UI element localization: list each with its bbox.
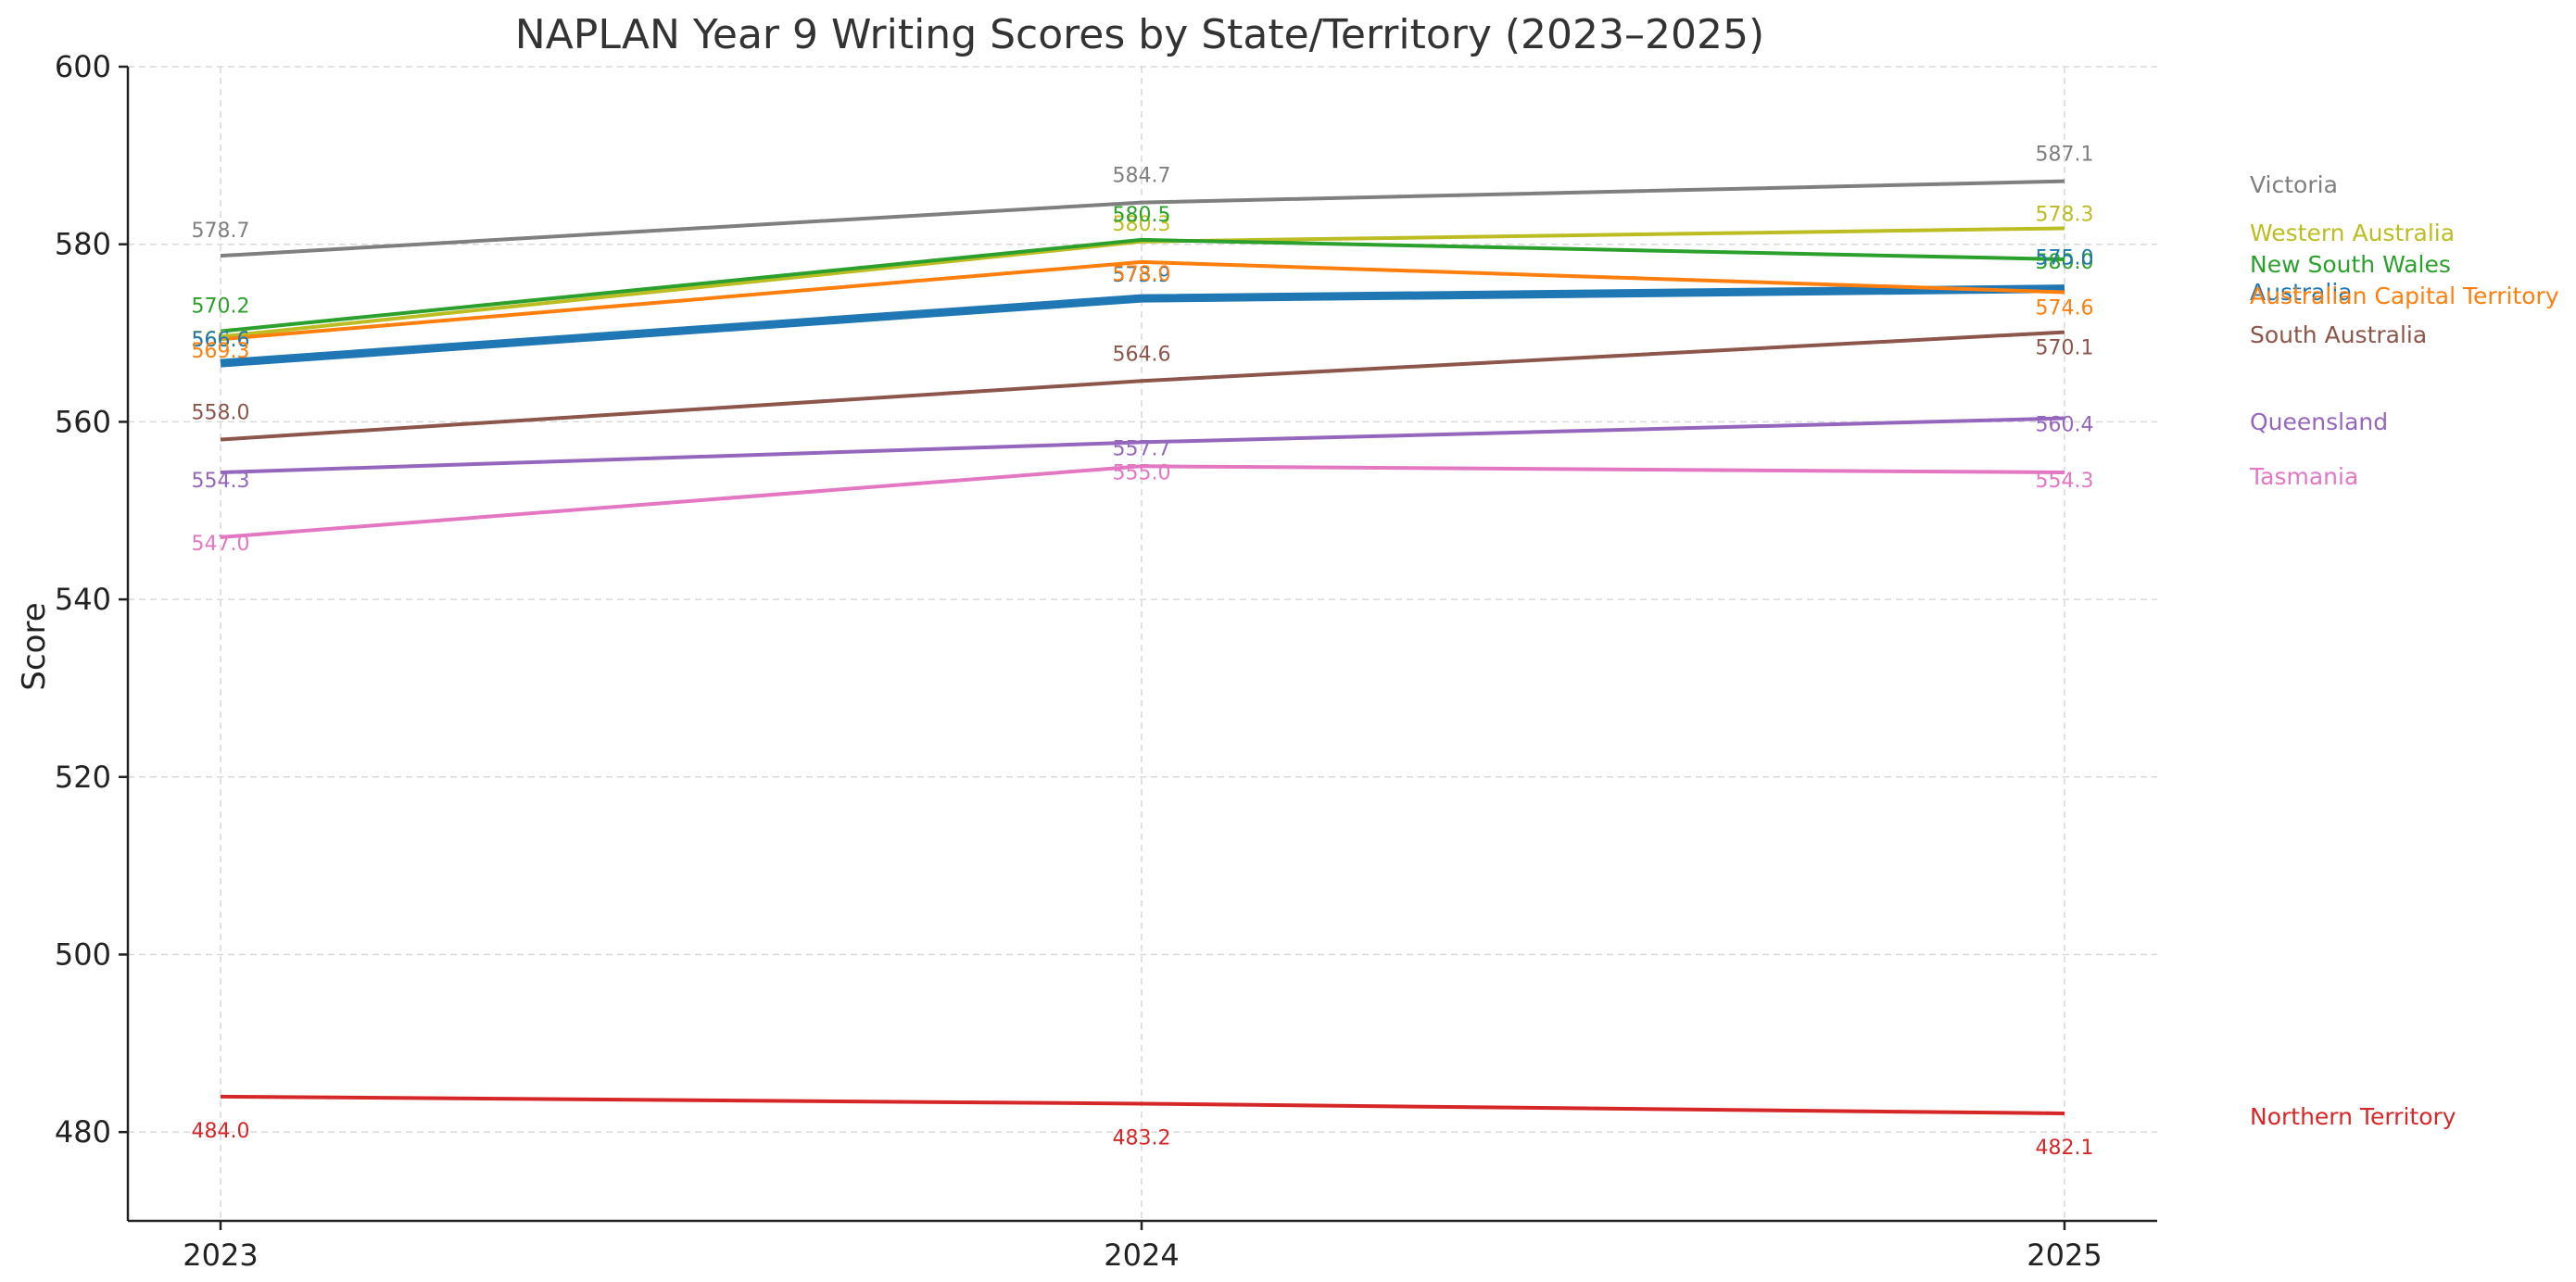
data-label-queensland: 554.3 xyxy=(192,470,250,493)
legend-label-new-south-wales: New South Wales xyxy=(2250,251,2451,278)
x-tick-label: 2024 xyxy=(1104,1238,1179,1273)
data-label-northern-territory: 482.1 xyxy=(2036,1137,2094,1160)
legend-label-south-australia: South Australia xyxy=(2250,321,2427,348)
data-label-new-south-wales: 580.0 xyxy=(2036,251,2094,274)
y-tick-label: 560 xyxy=(55,404,111,439)
series-line-queensland xyxy=(220,416,2065,475)
data-label-australian-capital-territory: 578.0 xyxy=(1113,263,1171,286)
axes-layer: 480 500 520 540 560 580 600 2023 2024 2025 xyxy=(55,49,2157,1273)
data-label-australia: 566.6 xyxy=(192,329,250,352)
legend-layer: Victoria Western Australia New South Wales… xyxy=(2249,171,2559,1130)
data-label-tasmania: 547.0 xyxy=(192,533,250,556)
data-label-queensland: 560.4 xyxy=(2036,414,2094,437)
legend-label-queensland: Queensland xyxy=(2250,408,2388,435)
series-line-south-australia xyxy=(220,330,2065,442)
data-label-australian-capital-territory: 574.6 xyxy=(2036,296,2094,320)
data-label-queensland: 557.7 xyxy=(1113,437,1171,460)
data-label-australian-capital-territory: 569.3 xyxy=(192,340,250,363)
x-tick-label: 2025 xyxy=(2027,1238,2102,1273)
data-label-tasmania: 555.0 xyxy=(1113,461,1171,484)
data-label-south-australia: 570.1 xyxy=(2036,337,2094,360)
data-label-victoria: 587.1 xyxy=(2036,144,2094,167)
data-label-layer: 578.7 584.7 587.1 569.6 580.3 578.3 570.2 580.5… xyxy=(192,144,2094,1160)
data-label-northern-territory: 483.2 xyxy=(1113,1126,1171,1150)
data-label-northern-territory: 484.0 xyxy=(192,1120,250,1143)
y-tick-label: 540 xyxy=(55,582,111,617)
data-label-western-australia: 569.6 xyxy=(192,328,250,351)
series-line-australian-capital-territory xyxy=(220,259,2065,342)
y-tick-label: 480 xyxy=(55,1114,111,1150)
series-line-new-south-wales xyxy=(220,237,2065,333)
y-axis-label: Score xyxy=(16,602,53,690)
data-label-south-australia: 564.6 xyxy=(1113,343,1171,366)
data-label-tasmania: 554.3 xyxy=(2036,470,2094,493)
legend-label-tasmania: Tasmania xyxy=(2249,463,2358,490)
legend-label-victoria: Victoria xyxy=(2250,171,2338,198)
series-line-victoria xyxy=(220,179,2065,258)
legend-label-northern-territory: Northern Territory xyxy=(2250,1103,2456,1130)
data-label-victoria: 578.7 xyxy=(192,220,250,243)
data-label-new-south-wales: 570.2 xyxy=(192,295,250,319)
data-label-australia: 573.9 xyxy=(1113,264,1171,287)
data-label-south-australia: 558.0 xyxy=(192,402,250,425)
legend-label-australian-capital-territory: Australian Capital Territory xyxy=(2250,283,2559,309)
series-line-tasmania xyxy=(220,464,2065,539)
y-tick-label: 520 xyxy=(55,760,111,795)
y-tick-label: 600 xyxy=(55,49,111,84)
data-label-western-australia: 580.3 xyxy=(1113,213,1171,236)
chart-title: NAPLAN Year 9 Writing Scores by State/Te… xyxy=(515,11,1764,58)
series-line-australia xyxy=(220,284,2065,368)
data-label-victoria: 584.7 xyxy=(1113,165,1171,188)
data-label-new-south-wales: 580.5 xyxy=(1113,204,1171,227)
series-line-northern-territory xyxy=(220,1094,2065,1116)
x-tick-label: 2023 xyxy=(183,1238,258,1273)
legend-label-western-australia: Western Australia xyxy=(2250,220,2455,246)
legend-label-australia: Australia xyxy=(2250,279,2353,306)
data-label-australia: 575.0 xyxy=(2036,247,2094,270)
y-tick-label: 500 xyxy=(55,936,111,972)
y-tick-label: 580 xyxy=(55,227,111,262)
series-layer xyxy=(220,179,2065,1116)
data-label-western-australia: 578.3 xyxy=(2036,203,2094,226)
